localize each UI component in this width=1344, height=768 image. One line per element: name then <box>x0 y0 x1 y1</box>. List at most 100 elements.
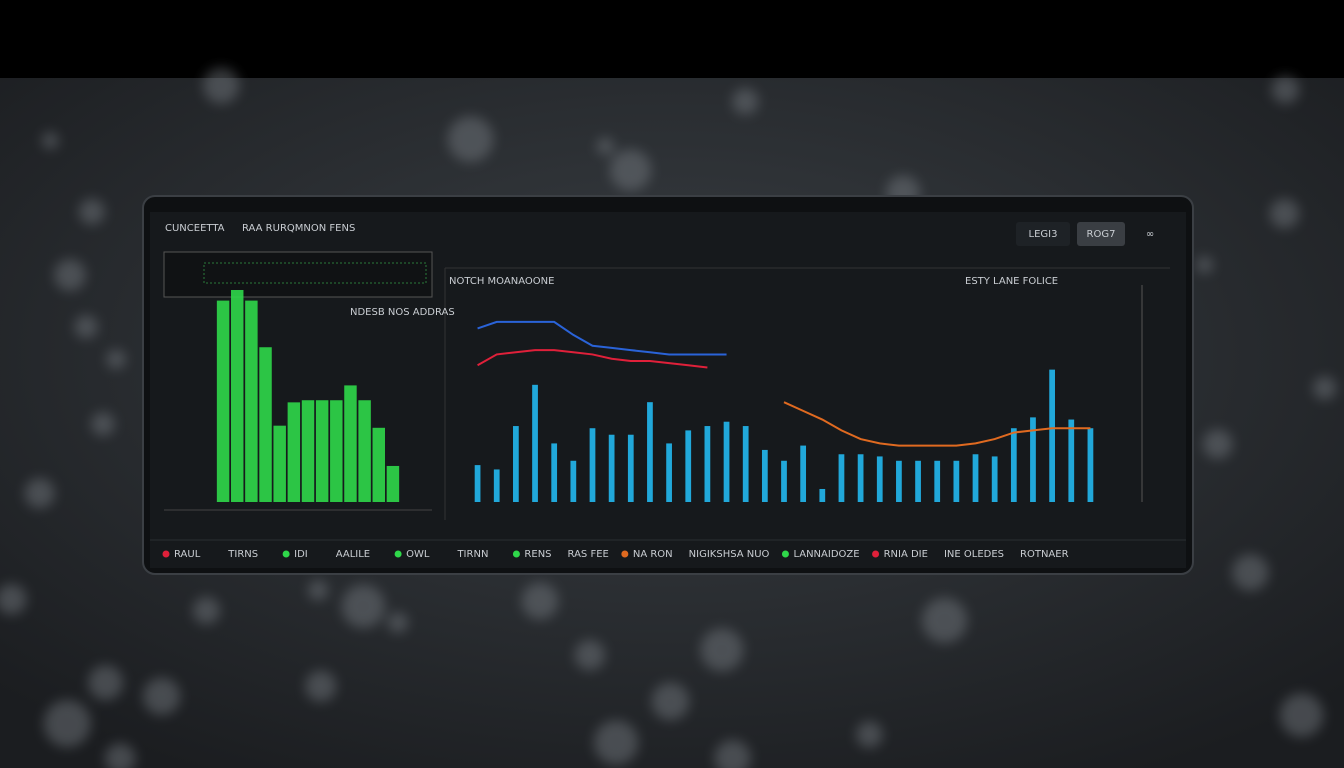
bokeh-dot <box>192 596 221 625</box>
bar <box>876 456 883 502</box>
bokeh-dot <box>387 612 409 633</box>
subtitle: RAA RURQMNON FENS <box>242 223 355 234</box>
bar <box>532 384 538 502</box>
button-label[interactable]: ROG7 <box>1087 229 1116 240</box>
bokeh-dot <box>1203 429 1233 459</box>
bokeh-dot <box>305 670 337 702</box>
footer-item: IDI <box>294 549 308 560</box>
legend-dot <box>512 550 520 558</box>
legend-dot <box>394 550 402 558</box>
bokeh-dot <box>593 720 639 765</box>
bar <box>972 454 979 502</box>
footer-item: RAUL <box>174 549 201 560</box>
bokeh-dot <box>43 700 91 748</box>
bar <box>513 426 519 502</box>
bokeh-dot <box>24 478 55 509</box>
legend-dot <box>162 550 170 558</box>
mini-strip <box>163 251 433 298</box>
bokeh-dot <box>74 315 98 339</box>
bar <box>723 421 730 502</box>
bar <box>315 400 329 502</box>
bokeh-dot <box>341 584 386 629</box>
bar <box>386 465 400 502</box>
bar <box>358 400 371 502</box>
footer-item: RENS <box>524 549 551 560</box>
bokeh-dot <box>732 88 759 115</box>
bar <box>608 434 615 502</box>
footer-item: AALILE <box>336 549 370 560</box>
bokeh-dot <box>921 597 968 644</box>
bar <box>761 449 768 502</box>
legend-dot <box>621 550 629 558</box>
bokeh-dot <box>79 198 105 225</box>
icon[interactable]: ∞ <box>1146 229 1154 240</box>
bokeh-dot <box>91 412 115 436</box>
bar <box>231 290 244 502</box>
bokeh-dot <box>521 582 559 620</box>
bar <box>1049 369 1055 502</box>
footer-item: OWL <box>406 549 430 560</box>
bokeh-dot <box>574 639 606 671</box>
bokeh-dot <box>1271 76 1300 104</box>
bar <box>647 402 653 502</box>
bar <box>915 460 921 502</box>
footer: RAUL TIRNS IDI AALILE OWL TIRNN RENS RAS FEE NA … <box>162 549 1069 560</box>
bokeh-dot <box>651 682 690 721</box>
footer-item: RAS FEE <box>568 549 609 560</box>
annotation: NDESB NOS ADDRAS <box>350 307 455 318</box>
bar <box>330 400 343 502</box>
bokeh-dot <box>609 149 652 191</box>
bar <box>800 445 807 502</box>
bokeh-dot <box>54 259 86 291</box>
bokeh-dot <box>1312 376 1337 400</box>
bar <box>287 402 301 502</box>
bar <box>273 425 286 502</box>
bar <box>742 426 749 502</box>
bar <box>344 385 357 502</box>
legend-dot <box>872 550 880 558</box>
bokeh-dot <box>41 132 59 149</box>
legend-dot <box>282 550 290 558</box>
bar <box>216 300 230 502</box>
bar <box>493 469 500 502</box>
bokeh-dot <box>447 116 494 162</box>
bar <box>934 460 941 502</box>
title: CUNCEETTA <box>165 223 225 234</box>
bar <box>1068 419 1075 502</box>
bokeh-dot <box>94 674 114 694</box>
bar <box>259 347 272 502</box>
bar <box>685 430 692 502</box>
bar <box>245 300 258 502</box>
bar <box>589 428 596 502</box>
bar <box>301 400 315 502</box>
bokeh-dot <box>1196 256 1213 274</box>
button[interactable] <box>1077 222 1125 246</box>
bokeh-dot <box>1269 198 1300 229</box>
bar <box>1030 417 1036 502</box>
bokeh-dot <box>700 628 744 672</box>
bokeh-dot <box>596 137 615 156</box>
line <box>477 349 708 369</box>
footer-item: TIRNS <box>227 549 258 560</box>
footer-item: NIGIKSHSA NUO <box>689 549 770 560</box>
bokeh-dot <box>104 743 136 768</box>
chart-title: NOTCH MOANAOONE <box>449 276 554 287</box>
footer-item: LANNAIDOZE <box>793 549 859 560</box>
bar <box>551 443 558 502</box>
bokeh-dot <box>0 584 27 615</box>
footer-item: TIRNN <box>456 549 488 560</box>
bar <box>474 465 481 502</box>
bar <box>570 460 577 502</box>
bar <box>953 460 960 502</box>
bar <box>704 426 711 502</box>
bokeh-dot <box>856 721 883 748</box>
button[interactable] <box>1016 222 1070 246</box>
bar <box>1010 428 1017 502</box>
bokeh <box>0 67 1337 768</box>
bar <box>857 454 864 502</box>
bar <box>372 427 385 502</box>
button-label[interactable]: LEGI3 <box>1029 229 1058 240</box>
bokeh-dot <box>203 67 240 104</box>
bokeh-dot <box>1232 554 1269 591</box>
bar <box>781 460 787 502</box>
